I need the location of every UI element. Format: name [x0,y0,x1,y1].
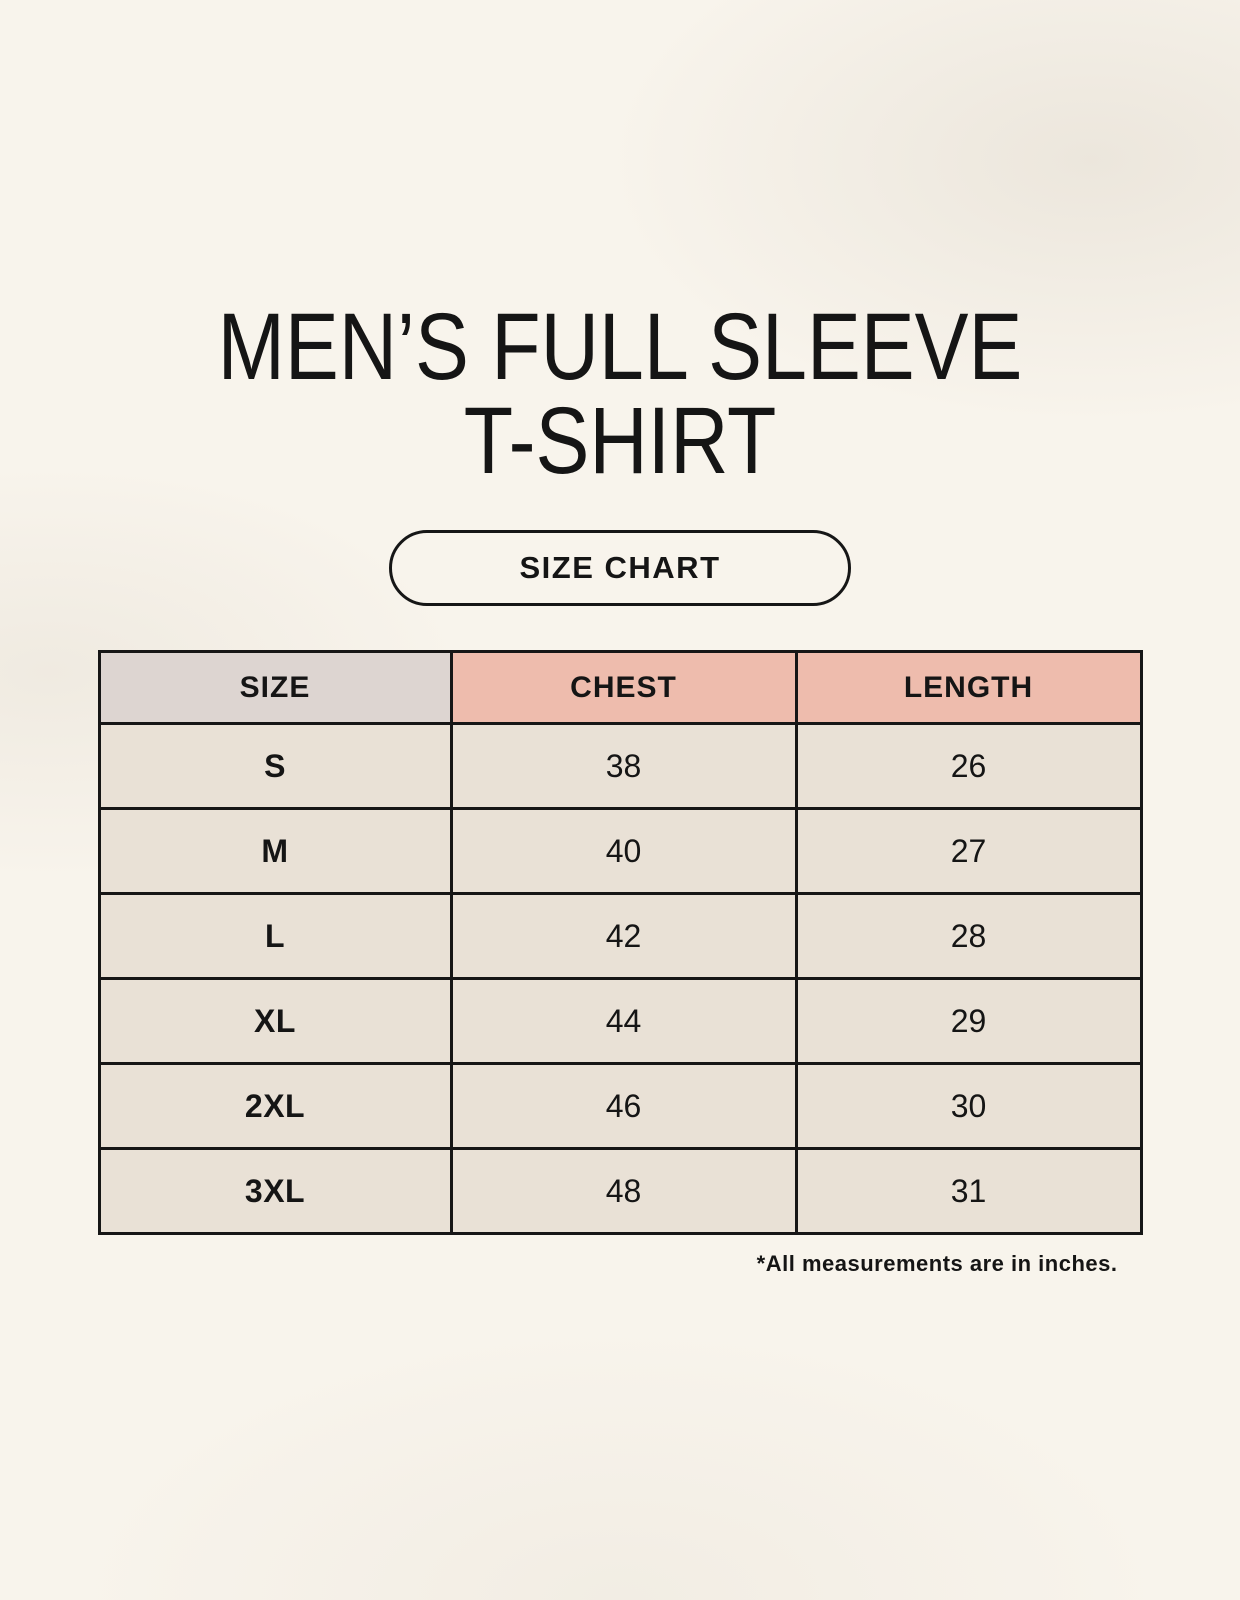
table-row: M 40 27 [97,807,1143,896]
chest-cell: 42 [449,892,798,981]
chest-cell: 40 [449,807,798,896]
size-chart-badge[interactable]: SIZE CHART [389,530,851,607]
column-header-size: SIZE [97,650,453,726]
chest-cell: 38 [449,722,798,811]
table-row: L 42 28 [97,892,1143,981]
table-row: 2XL 46 30 [97,1062,1143,1151]
size-cell: 3XL [97,1147,453,1236]
measurements-footnote: *All measurements are in inches. [756,1251,1118,1277]
column-header-length: LENGTH [794,650,1143,726]
length-cell: 30 [794,1062,1143,1151]
size-cell: S [97,722,453,811]
length-cell: 29 [794,977,1143,1066]
chest-cell: 46 [449,1062,798,1151]
length-cell: 31 [794,1147,1143,1236]
page-title-line2: T-SHIRT [463,388,777,495]
size-cell: L [97,892,453,981]
table-row: 3XL 48 31 [97,1147,1143,1236]
page-title-line1: MEN’S FULL SLEEVE [217,294,1023,400]
size-cell: XL [97,977,453,1066]
table-row: S 38 26 [97,722,1143,811]
size-chart-table: SIZE CHEST LENGTH S 38 26 M 40 27 L 42 2… [97,650,1143,1236]
table-header-row: SIZE CHEST LENGTH [97,650,1143,726]
size-cell: M [97,807,453,896]
chest-cell: 44 [449,977,798,1066]
chest-cell: 48 [449,1147,798,1236]
page-title: MEN’S FULL SLEEVE T-SHIRT [93,0,1147,489]
size-cell: 2XL [97,1062,453,1151]
badge-container: SIZE CHART [0,530,1240,607]
length-cell: 27 [794,807,1143,896]
column-header-chest: CHEST [449,650,798,726]
length-cell: 28 [794,892,1143,981]
length-cell: 26 [794,722,1143,811]
table-row: XL 44 29 [97,977,1143,1066]
